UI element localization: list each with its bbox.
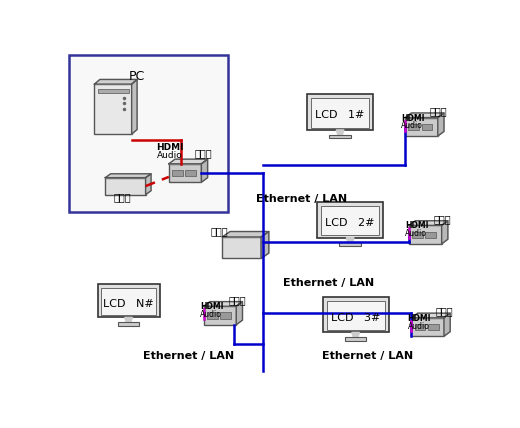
FancyBboxPatch shape bbox=[425, 232, 436, 238]
Text: Ethernet / LAN: Ethernet / LAN bbox=[283, 278, 374, 288]
Polygon shape bbox=[441, 221, 448, 244]
FancyBboxPatch shape bbox=[207, 312, 218, 318]
Polygon shape bbox=[125, 318, 133, 322]
FancyBboxPatch shape bbox=[204, 306, 236, 325]
Text: Audio: Audio bbox=[157, 151, 182, 160]
FancyBboxPatch shape bbox=[98, 284, 160, 318]
FancyBboxPatch shape bbox=[405, 118, 438, 136]
Text: LCD   3#: LCD 3# bbox=[331, 313, 380, 323]
Polygon shape bbox=[438, 113, 444, 136]
FancyBboxPatch shape bbox=[169, 164, 201, 182]
Polygon shape bbox=[106, 174, 151, 178]
Text: HDMI: HDMI bbox=[405, 221, 428, 230]
Text: LCD   2#: LCD 2# bbox=[326, 218, 375, 228]
Polygon shape bbox=[411, 313, 450, 318]
Text: LCD   N#: LCD N# bbox=[103, 299, 154, 309]
FancyBboxPatch shape bbox=[311, 98, 369, 128]
FancyBboxPatch shape bbox=[101, 288, 155, 315]
FancyBboxPatch shape bbox=[172, 170, 183, 176]
Text: PC: PC bbox=[128, 70, 145, 83]
Text: Ethernet / LAN: Ethernet / LAN bbox=[256, 193, 347, 203]
Text: 解码器: 解码器 bbox=[228, 295, 246, 305]
Text: Audio: Audio bbox=[405, 229, 427, 238]
Text: HDMI: HDMI bbox=[408, 314, 431, 323]
Polygon shape bbox=[169, 159, 207, 164]
Text: 交换机: 交换机 bbox=[211, 226, 228, 236]
FancyBboxPatch shape bbox=[317, 202, 383, 238]
FancyBboxPatch shape bbox=[427, 324, 438, 330]
Text: Ethernet / LAN: Ethernet / LAN bbox=[322, 351, 413, 361]
Polygon shape bbox=[236, 302, 242, 325]
FancyBboxPatch shape bbox=[323, 297, 388, 333]
Polygon shape bbox=[223, 232, 269, 237]
FancyBboxPatch shape bbox=[327, 301, 385, 330]
FancyBboxPatch shape bbox=[411, 318, 444, 336]
FancyBboxPatch shape bbox=[409, 226, 441, 244]
Polygon shape bbox=[261, 232, 269, 259]
Polygon shape bbox=[95, 80, 137, 84]
Text: Audio: Audio bbox=[408, 321, 430, 330]
Text: HDMI: HDMI bbox=[157, 143, 184, 152]
Polygon shape bbox=[444, 313, 450, 336]
FancyBboxPatch shape bbox=[412, 232, 423, 238]
Text: LCD   1#: LCD 1# bbox=[316, 110, 365, 120]
Text: HDMI: HDMI bbox=[401, 114, 425, 123]
FancyBboxPatch shape bbox=[321, 206, 379, 235]
FancyBboxPatch shape bbox=[118, 322, 139, 326]
Text: HDMI: HDMI bbox=[200, 302, 224, 311]
FancyBboxPatch shape bbox=[220, 312, 231, 318]
FancyBboxPatch shape bbox=[345, 337, 367, 341]
FancyBboxPatch shape bbox=[422, 124, 432, 130]
FancyBboxPatch shape bbox=[69, 55, 228, 211]
Text: 解码器: 解码器 bbox=[434, 214, 451, 224]
Polygon shape bbox=[336, 130, 344, 134]
Text: Ethernet / LAN: Ethernet / LAN bbox=[144, 351, 235, 361]
FancyBboxPatch shape bbox=[329, 134, 351, 138]
Polygon shape bbox=[204, 302, 242, 306]
Polygon shape bbox=[352, 333, 359, 337]
FancyBboxPatch shape bbox=[106, 178, 146, 195]
FancyBboxPatch shape bbox=[95, 84, 132, 134]
FancyBboxPatch shape bbox=[223, 237, 261, 259]
Text: 播放盒: 播放盒 bbox=[114, 192, 132, 202]
FancyBboxPatch shape bbox=[307, 95, 373, 130]
Text: Audio: Audio bbox=[200, 310, 222, 319]
Text: 解码器: 解码器 bbox=[436, 306, 453, 317]
Polygon shape bbox=[409, 221, 448, 226]
FancyBboxPatch shape bbox=[185, 170, 196, 176]
Polygon shape bbox=[346, 238, 354, 242]
FancyBboxPatch shape bbox=[414, 324, 425, 330]
Polygon shape bbox=[201, 159, 207, 182]
Text: 编码器: 编码器 bbox=[194, 148, 212, 158]
Polygon shape bbox=[146, 174, 151, 195]
Polygon shape bbox=[405, 113, 444, 118]
FancyBboxPatch shape bbox=[408, 124, 419, 130]
Text: Audio: Audio bbox=[401, 122, 423, 131]
FancyBboxPatch shape bbox=[340, 242, 361, 246]
FancyBboxPatch shape bbox=[98, 89, 128, 92]
Polygon shape bbox=[132, 80, 137, 134]
Text: 解码器: 解码器 bbox=[430, 107, 447, 116]
